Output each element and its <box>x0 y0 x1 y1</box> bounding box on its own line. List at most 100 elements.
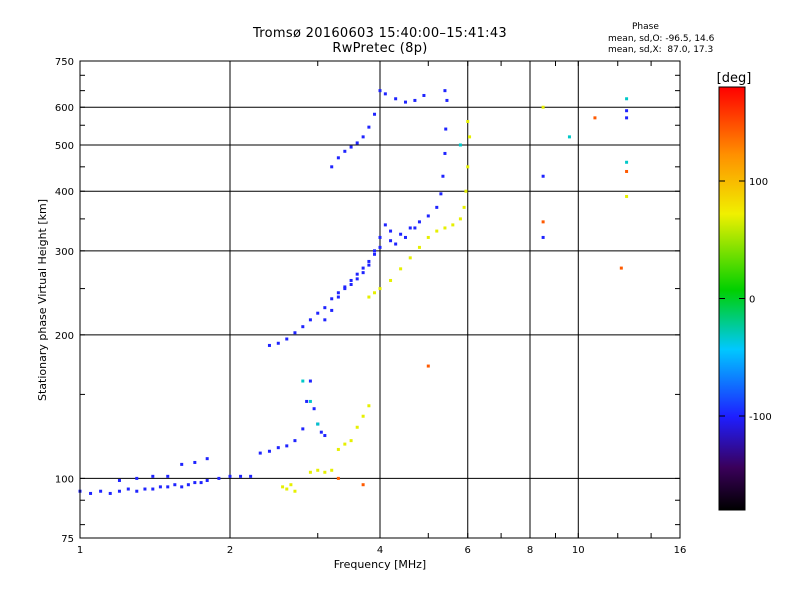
y-axis: 75 100 200 300 400 500 600 750 <box>55 57 680 545</box>
colorbar-ticks: 100 0 -100 <box>718 86 772 511</box>
y-tick-label: 100 <box>55 474 74 485</box>
data-point <box>413 98 417 102</box>
data-point <box>151 474 155 478</box>
chart-subtitle: RwPretec (8p) <box>332 41 428 56</box>
data-point <box>301 427 305 431</box>
data-point <box>408 256 412 260</box>
data-point <box>305 399 309 403</box>
data-point <box>193 460 197 464</box>
data-point <box>316 422 320 426</box>
data-point <box>413 226 417 230</box>
data-point <box>383 92 387 96</box>
data-point <box>435 205 439 209</box>
data-point <box>367 125 371 129</box>
data-point <box>361 414 365 418</box>
data-point <box>336 291 340 295</box>
data-point <box>399 232 403 236</box>
data-point <box>439 192 443 196</box>
data-point <box>308 318 312 322</box>
data-point <box>343 442 347 446</box>
data-point <box>593 116 597 120</box>
data-point <box>567 135 571 139</box>
data-point <box>135 489 139 493</box>
data-point <box>151 487 155 491</box>
data-point <box>466 165 470 169</box>
data-point <box>541 174 545 178</box>
data-point <box>403 100 407 104</box>
data-point <box>349 282 353 286</box>
data-point <box>389 239 393 243</box>
data-point <box>316 311 320 315</box>
data-point <box>143 487 147 491</box>
data-point <box>239 474 243 478</box>
data-point <box>323 470 327 474</box>
x-tick-label: 1 <box>77 545 83 556</box>
data-point <box>217 476 221 480</box>
data-point <box>323 318 327 322</box>
data-point <box>323 306 327 310</box>
data-point <box>135 476 139 480</box>
data-point <box>367 295 371 299</box>
data-point <box>378 89 382 93</box>
data-point <box>361 483 365 487</box>
data-point <box>330 468 334 472</box>
data-point <box>466 120 470 124</box>
data-point <box>625 109 629 113</box>
data-point <box>349 439 353 443</box>
data-point <box>330 308 334 312</box>
data-point <box>289 483 293 487</box>
data-point <box>312 407 316 411</box>
data-point <box>336 476 340 480</box>
data-point <box>117 478 121 482</box>
data-point <box>276 341 280 345</box>
data-point <box>378 245 382 249</box>
data-point <box>173 483 177 487</box>
data-point <box>285 487 289 491</box>
y-tick-label: 750 <box>55 57 74 68</box>
data-point <box>367 263 371 267</box>
data-point <box>458 217 462 221</box>
data-point <box>426 235 430 239</box>
phase-stats-o: mean, sd,O: -96.5, 14.6 <box>608 34 715 44</box>
data-point <box>276 446 280 450</box>
data-point <box>249 474 253 478</box>
y-tick-label: 300 <box>55 247 74 258</box>
data-point <box>367 259 371 263</box>
data-point <box>349 278 353 282</box>
data-point <box>619 266 623 270</box>
data-point <box>625 116 629 120</box>
data-point <box>445 98 449 102</box>
data-point <box>389 229 393 233</box>
data-point <box>417 245 421 249</box>
data-point <box>373 112 377 116</box>
y-tick-label: 75 <box>61 534 74 545</box>
data-point <box>228 474 232 478</box>
data-point <box>458 143 462 147</box>
data-point <box>355 141 359 145</box>
colorbar-frame <box>718 86 746 511</box>
data-point <box>435 229 439 233</box>
data-point <box>541 235 545 239</box>
colorbar-tick-label: -100 <box>749 412 772 423</box>
x-tick-label: 8 <box>527 545 533 556</box>
phase-stats-heading: Phase <box>632 22 659 32</box>
x-tick-label: 4 <box>377 545 383 556</box>
data-point <box>323 434 327 438</box>
data-point <box>444 127 448 131</box>
data-point <box>625 160 629 164</box>
data-point <box>389 278 393 282</box>
data-point <box>408 226 412 230</box>
data-point <box>336 447 340 451</box>
data-point <box>193 481 197 485</box>
data-point <box>394 97 398 101</box>
data-point <box>267 343 271 347</box>
x-tick-label: 2 <box>227 545 233 556</box>
data-point <box>293 331 297 335</box>
data-point <box>343 285 347 289</box>
y-tick-label: 500 <box>55 141 74 152</box>
data-point <box>373 291 377 295</box>
data-point <box>394 242 398 246</box>
data-point <box>301 379 305 383</box>
data-point <box>373 249 377 253</box>
data-point <box>281 485 285 489</box>
